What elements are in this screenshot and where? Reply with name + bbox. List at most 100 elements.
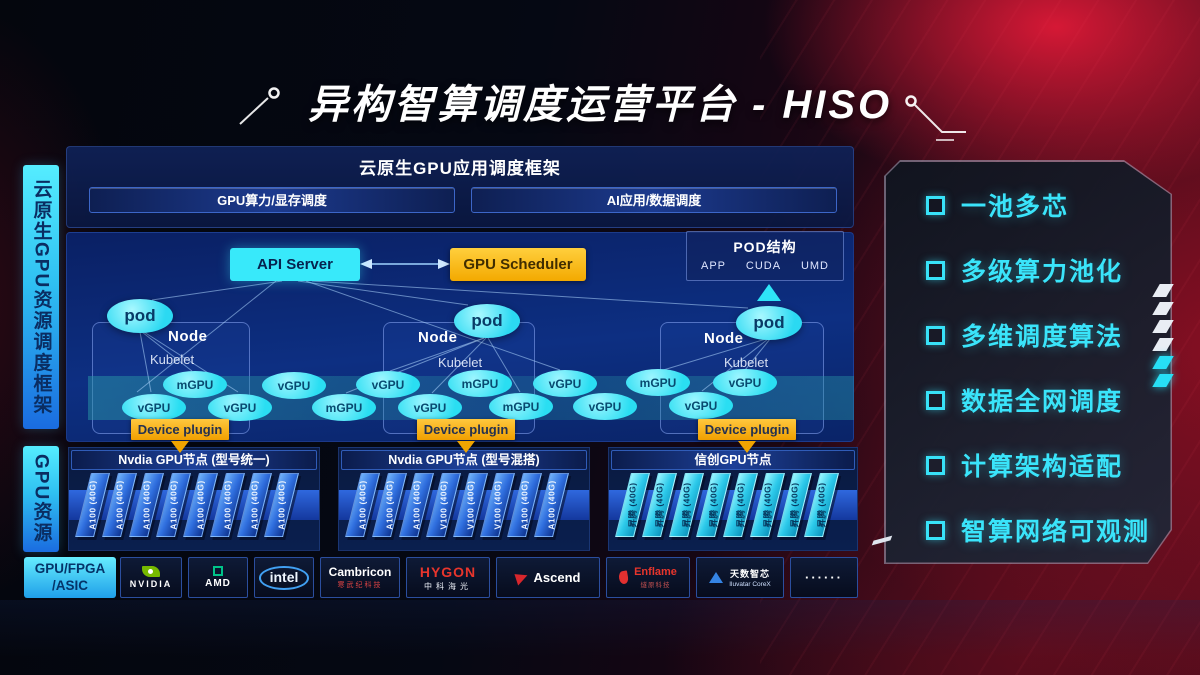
feature-list: 一池多芯多级算力池化 多维调度算法 数据全网调度 计算架构适配 智算网络可观测 xyxy=(926,190,1151,546)
vendor-box-enflame: Enflame 燧原科技 xyxy=(606,557,690,598)
gpu-card-label: V100 (40G) xyxy=(465,480,476,530)
vendor-name: Enflame xyxy=(634,566,677,578)
pod-ellipse: pod xyxy=(107,299,173,333)
gpu-card-label: 昇腾 (40G) xyxy=(816,482,827,528)
feature-label: 智算网络可观测 xyxy=(961,518,1151,546)
vendor-name: Ascend xyxy=(533,570,581,585)
title-circuit-left-icon xyxy=(239,87,280,125)
pod-structure-item: UMD xyxy=(800,260,829,272)
vendor-box-hygon: HYGON 中科海光 xyxy=(406,557,490,598)
gpu-card-label: V100 (40G) xyxy=(438,480,449,530)
feature-item: 一池多芯 xyxy=(926,190,1150,221)
pod-ellipse: pod xyxy=(454,304,520,338)
vendor-box-cambricon: Cambricon 寒武纪科技 xyxy=(320,557,400,598)
gpu-ellipse: mGPU xyxy=(489,393,553,420)
device-plugin-arrow-icon xyxy=(738,441,756,453)
device-plugin-box: Device plugin xyxy=(417,419,515,440)
pod-structure-title: POD结构 xyxy=(733,239,797,255)
feature-item: 计算架构适配 xyxy=(926,450,1150,481)
gpu-ellipse: vGPU xyxy=(398,394,462,421)
title-circuit-right-icon xyxy=(905,95,966,141)
square-bullet-icon xyxy=(926,455,945,475)
pod-structure-item: APP xyxy=(701,260,727,272)
pod-structure-box: POD结构 APP CUDA UMD xyxy=(686,231,844,281)
pod-structure-item: CUDA xyxy=(745,260,782,272)
gpu-card-label: A100 (40G) xyxy=(357,480,368,530)
gpu-card-label: A100 (40G) xyxy=(384,480,395,530)
feature-item: 智算网络可观测 xyxy=(926,515,1151,546)
vendor-box-more: ······ xyxy=(790,557,858,598)
gpu-card-label: A100 (40G) xyxy=(249,480,260,530)
feature-label: 一池多芯 xyxy=(961,193,1070,221)
page-title: 异构智算调度运营平台 - HISO xyxy=(307,83,893,127)
gpu-card-label: 昇腾 (40G) xyxy=(789,482,800,528)
kubelet-label: Kubelet xyxy=(438,355,483,370)
gpu-card-label: A100 (40G) xyxy=(546,480,557,530)
ai-data-scheduling-bar: AI应用/数据调度 xyxy=(471,187,837,213)
gpu-card-label: 昇腾 (40G) xyxy=(627,482,638,528)
vendor-box-intel: intel xyxy=(254,557,314,598)
gpu-ellipse: mGPU xyxy=(626,369,690,396)
feature-item: 多级算力池化 xyxy=(926,255,1150,286)
gpu-ellipse: vGPU xyxy=(533,370,597,397)
gpu-ellipse: vGPU xyxy=(122,394,186,421)
gpu-node-panel: Nvdia GPU节点 (型号混搭) A100 (40G) A100 (40G) A1… xyxy=(338,447,590,551)
sidebar-label-gpu-resources: GPU资源 xyxy=(23,446,59,552)
enflame-logo-icon xyxy=(618,570,630,585)
gpu-card-label: A100 (40G) xyxy=(141,480,152,530)
vendor-name: AMD xyxy=(205,578,231,589)
gpu-node-label: 信创GPU节点 xyxy=(611,450,855,470)
vendor-box-iluvatar: 天数智芯 Iluvatar CoreX xyxy=(696,557,784,598)
feature-label: 计算架构适配 xyxy=(961,453,1124,481)
gpu-node-panel: 信创GPU节点昇腾 (40G) 昇腾 (40G) 昇腾 (40G) 昇腾 (40G) 昇… xyxy=(608,447,858,551)
node-title: Node xyxy=(168,328,208,345)
feature-label: 多级算力池化 xyxy=(961,258,1124,286)
gpu-ellipse: vGPU xyxy=(356,371,420,398)
vendor-text: Enflame 燧原科技 xyxy=(634,566,677,589)
vendor-more-dots: ······ xyxy=(805,570,843,585)
device-plugin-box: Device plugin xyxy=(698,419,796,440)
hazard-stripes-decoration xyxy=(1152,284,1174,387)
gpu-card-label: A100 (40G) xyxy=(87,480,98,530)
device-plugin-arrow-icon xyxy=(171,441,189,453)
vendor-subname: 燧原科技 xyxy=(640,582,671,589)
pod-ellipse: pod xyxy=(736,306,802,340)
gpu-card-label: 昇腾 (40G) xyxy=(735,482,746,528)
square-bullet-icon xyxy=(926,325,945,345)
vendor-name: Cambricon xyxy=(328,565,392,579)
square-bullet-icon xyxy=(926,260,945,280)
pod-structure-items: APP CUDA UMD xyxy=(687,257,843,272)
gpu-ellipse: vGPU xyxy=(573,393,637,420)
ascend-logo-icon xyxy=(513,569,530,586)
chip-types-label: GPU/FPGA /ASIC xyxy=(24,557,116,598)
app-scheduling-title: 云原生GPU应用调度框架 xyxy=(359,159,561,178)
gpu-ellipse: vGPU xyxy=(208,394,272,421)
nvidia-logo-icon xyxy=(142,566,160,577)
chip-types-line1: GPU/FPGA xyxy=(34,561,106,577)
gpu-card-label: 昇腾 (40G) xyxy=(708,482,719,528)
gpu-scheduler-box: GPU Scheduler xyxy=(450,248,586,281)
feature-label: 数据全网调度 xyxy=(961,388,1124,416)
gpu-card-label: A100 (40G) xyxy=(195,480,206,530)
vendor-subname: Iluvatar CoreX xyxy=(729,581,771,588)
node-title: Node xyxy=(418,329,458,346)
gpu-card-label: A100 (40G) xyxy=(222,480,233,530)
square-bullet-icon xyxy=(926,520,945,540)
device-plugin-box: Device plugin xyxy=(131,419,229,440)
feature-label: 多维调度算法 xyxy=(961,323,1124,351)
sidebar-label-framework: 云原生GPU资源调度框架 xyxy=(23,165,59,429)
gpu-ellipse: vGPU xyxy=(669,392,733,419)
vendor-text: 天数智芯 Iluvatar CoreX xyxy=(729,567,771,588)
gpu-ellipse: vGPU xyxy=(713,369,777,396)
feature-panel-bg xyxy=(885,161,1171,563)
floor-glow xyxy=(0,600,1200,675)
gpu-compute-scheduling-bar: GPU算力/显存调度 xyxy=(89,187,455,213)
gpu-card-label: 昇腾 (40G) xyxy=(654,482,665,528)
iluvatar-logo-icon xyxy=(709,572,724,583)
gpu-ellipse: mGPU xyxy=(312,394,376,421)
square-bullet-icon xyxy=(926,390,945,410)
amd-logo-icon xyxy=(213,566,223,576)
gpu-card-label: A100 (40G) xyxy=(411,480,422,530)
